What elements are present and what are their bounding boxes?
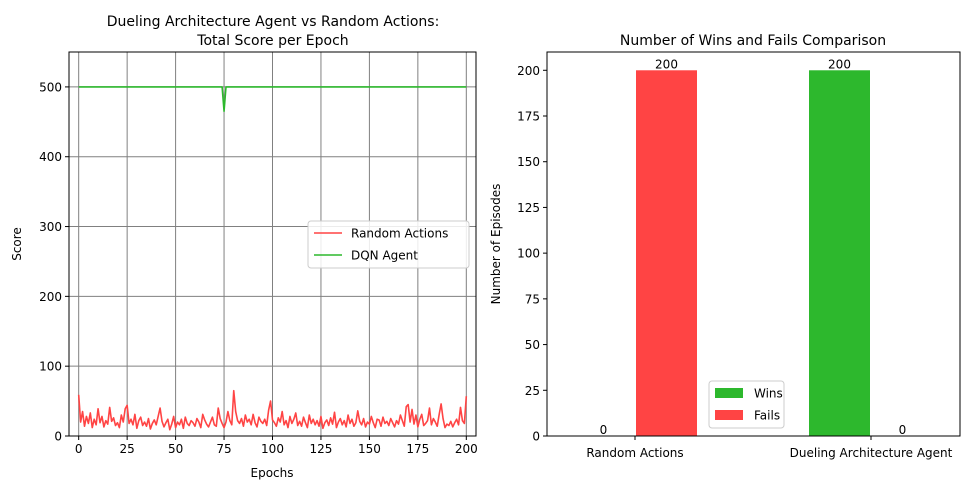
- y-tick-label: 300: [39, 220, 62, 234]
- y-tick-label: 50: [525, 338, 540, 352]
- y-tick-label: 25: [525, 384, 540, 398]
- series-line-random-actions: [77, 389, 468, 431]
- line-chart-legend: Random Actions DQN Agent: [307, 220, 470, 269]
- series-line-dqn-agent: [78, 86, 467, 113]
- bar-chart: Number of Wins and Fails Comparison 0 200…: [489, 33, 961, 460]
- bar-value-label: 0: [600, 423, 608, 437]
- x-tick-label: 150: [358, 442, 381, 456]
- line-chart-x-ticks: 0 25 50 75 100 125 150 175 200: [75, 436, 478, 456]
- legend-label-dqn-agent: DQN Agent: [351, 249, 418, 263]
- legend-label-fails: Fails: [754, 409, 780, 423]
- bar-fails-random-actions: [636, 70, 697, 437]
- y-tick-label: 200: [517, 64, 540, 78]
- y-tick-label: 500: [39, 80, 62, 94]
- x-tick-label: 25: [120, 442, 135, 456]
- line-chart-series: [77, 86, 468, 431]
- x-tick-label: 175: [406, 442, 429, 456]
- y-tick-label: 0: [54, 430, 62, 444]
- x-tick-label: 125: [309, 442, 332, 456]
- bar-chart-legend: Wins Fails: [708, 380, 785, 429]
- line-chart-x-axis-label: Epochs: [251, 466, 294, 480]
- x-tick-label: 50: [168, 442, 183, 456]
- x-tick-label: Random Actions: [586, 446, 683, 460]
- bar-chart-y-axis-label: Number of Episodes: [489, 184, 503, 305]
- line-chart-title-line-1: Dueling Architecture Agent vs Random Act…: [107, 14, 440, 30]
- bar-chart-bars: 0 200 200 0: [600, 57, 907, 437]
- y-tick-label: 125: [517, 201, 540, 215]
- legend-label-wins: Wins: [754, 387, 783, 401]
- line-chart-legend-box: [307, 220, 470, 269]
- line-chart-y-axis-label: Score: [10, 227, 24, 261]
- y-tick-label: 100: [39, 360, 62, 374]
- y-tick-label: 100: [517, 247, 540, 261]
- bar-wins-dueling-architecture-agent: [809, 70, 870, 437]
- bar-chart-frame: [546, 51, 961, 437]
- bar-value-label: 0: [899, 423, 907, 437]
- line-chart-title-line-2: Total Score per Epoch: [196, 33, 348, 49]
- bar-value-label: 200: [828, 57, 851, 71]
- y-tick-label: 0: [532, 430, 540, 444]
- x-tick-label: Dueling Architecture Agent: [790, 446, 953, 460]
- y-tick-label: 200: [39, 290, 62, 304]
- y-tick-label: 400: [39, 150, 62, 164]
- bar-chart-y-ticks: 0 25 50 75 100 125 150 175 200: [517, 64, 547, 444]
- legend-swatch-fails: [715, 410, 743, 420]
- x-tick-label: 200: [455, 442, 478, 456]
- x-tick-label: 0: [75, 442, 83, 456]
- bar-chart-title: Number of Wins and Fails Comparison: [620, 33, 886, 49]
- line-chart: Dueling Architecture Agent vs Random Act…: [10, 14, 478, 480]
- y-tick-label: 75: [525, 292, 540, 306]
- legend-swatch-wins: [715, 388, 743, 398]
- x-tick-label: 75: [216, 442, 231, 456]
- y-tick-label: 150: [517, 155, 540, 169]
- legend-label-random-actions: Random Actions: [351, 227, 448, 241]
- bar-value-label: 200: [655, 57, 678, 71]
- line-chart-y-ticks: 0 100 200 300 400 500: [39, 80, 69, 444]
- x-tick-label: 100: [261, 442, 284, 456]
- bar-chart-x-ticks: Random Actions Dueling Architecture Agent: [586, 436, 953, 460]
- y-tick-label: 175: [517, 110, 540, 124]
